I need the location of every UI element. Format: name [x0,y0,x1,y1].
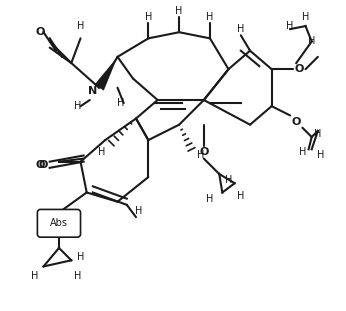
Text: H: H [175,6,183,16]
Text: H: H [225,175,232,185]
Text: H: H [308,36,316,46]
Polygon shape [94,57,118,91]
Text: H: H [314,129,321,139]
Text: N: N [88,86,98,96]
Text: H: H [74,101,81,111]
Text: H: H [286,21,294,31]
Text: H: H [302,12,309,22]
Text: O: O [36,160,45,170]
Text: O: O [292,117,301,127]
Text: H: H [299,147,306,157]
Text: H: H [98,147,106,157]
Text: H: H [237,24,245,34]
Text: O: O [36,27,45,37]
Text: H: H [206,194,214,204]
Text: H: H [117,98,124,108]
Text: H: H [237,191,245,201]
Text: H: H [30,271,38,281]
FancyBboxPatch shape [37,209,81,237]
Text: H: H [135,206,143,216]
Text: Abs: Abs [50,218,68,228]
Text: H: H [77,21,84,31]
Text: H: H [74,271,81,281]
Text: H: H [206,12,214,22]
Text: O: O [39,160,48,170]
Text: H: H [317,151,325,160]
Text: H: H [197,151,204,160]
Text: O: O [199,147,209,157]
Text: H: H [77,252,84,262]
Text: O: O [295,64,304,74]
Text: H: H [145,12,152,22]
